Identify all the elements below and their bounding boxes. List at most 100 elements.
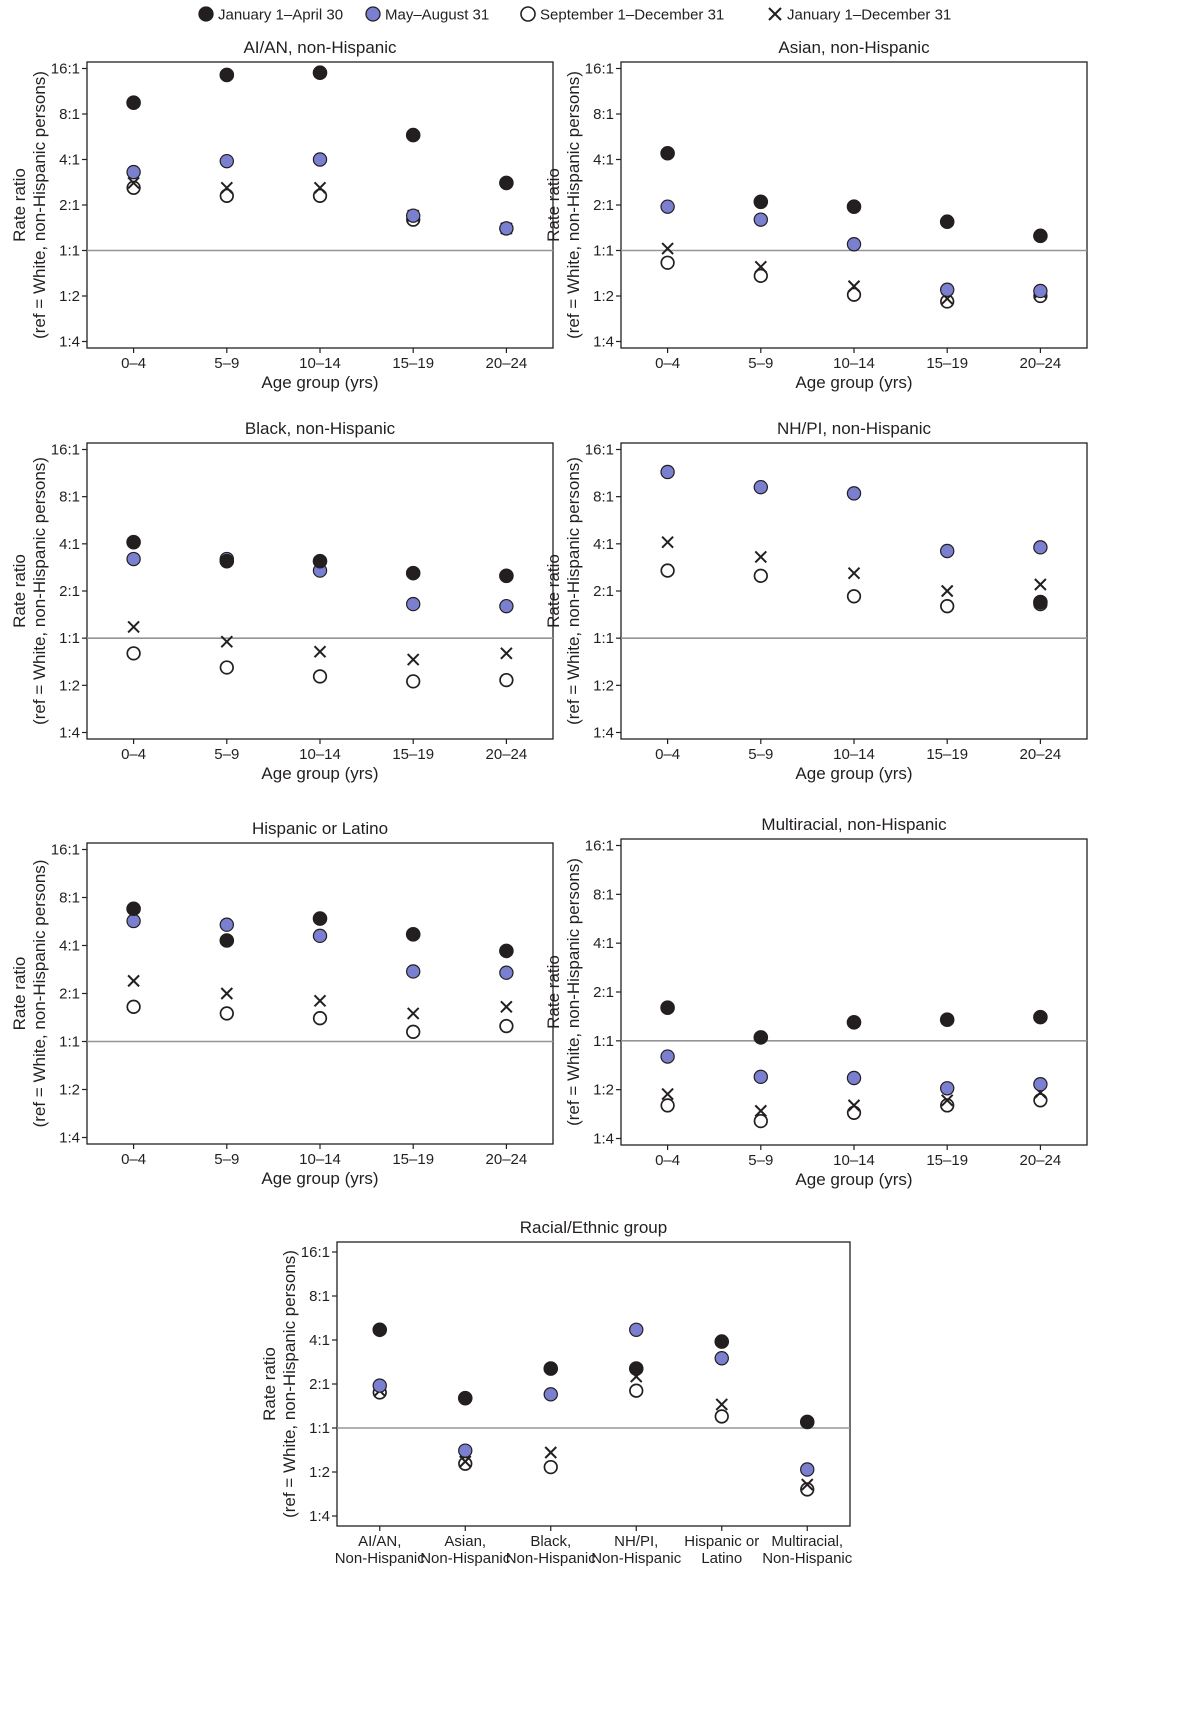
chart-title: Black, non-Hispanic — [245, 419, 396, 438]
y-axis-label: Rate ratio(ref = White, non-Hispanic per… — [10, 457, 49, 725]
x-tick-label-line: 20–24 — [486, 746, 528, 763]
x-marker-stroke — [715, 1398, 728, 1411]
data-point-sep-dec — [940, 1098, 955, 1113]
x-tick-label: 10–14 — [833, 1152, 875, 1169]
x-tick-label: 15–19 — [392, 746, 434, 763]
x-tick-label: 5–9 — [748, 355, 773, 372]
data-point-sep-dec — [406, 1024, 421, 1039]
y-tick-label: 4:1 — [59, 938, 80, 955]
data-point-may-aug — [714, 1351, 729, 1366]
legend-jan-apr-label: January 1–April 30 — [218, 7, 343, 24]
y-tick-label: 1:4 — [593, 334, 614, 351]
data-point-sep-dec — [543, 1459, 558, 1475]
x-tick-label-line: 5–9 — [214, 1151, 239, 1168]
y-tick-label: 1:2 — [593, 288, 614, 305]
data-point-full-year — [801, 1478, 814, 1491]
data-point-may-aug — [219, 917, 234, 932]
data-point-sep-dec — [126, 646, 141, 661]
x-tick-label-line: 15–19 — [392, 355, 434, 372]
data-point-full-year — [313, 994, 327, 1008]
data-point-sep-dec — [846, 287, 862, 302]
x-marker-stroke — [754, 1104, 768, 1118]
x-tick-label-line: 0–4 — [121, 746, 146, 763]
data-point-jan-apr — [660, 145, 675, 161]
x-marker-stroke — [220, 987, 234, 1000]
y-axis-label: Rate ratio(ref = White, non-Hispanic per… — [10, 860, 49, 1128]
data-point-may-aug — [458, 1443, 473, 1458]
y-tick-label: 1:2 — [59, 1082, 80, 1099]
x-tick-label-line: Non-Hispanic — [335, 1550, 426, 1567]
data-point-sep-dec — [219, 1006, 234, 1021]
data-point-may-aug — [846, 237, 862, 252]
x-tick-label: 5–9 — [748, 746, 773, 763]
y-tick-label: 4:1 — [59, 536, 80, 553]
data-point-sep-dec — [126, 999, 141, 1014]
data-point-sep-dec — [753, 268, 768, 283]
data-point-may-aug — [219, 153, 234, 169]
panel-multiracial: Multiracial, non-Hispanic 16:1 8:1 4:1 2:1 1:… — [534, 799, 1095, 1231]
y-tick-label: 8:1 — [593, 106, 614, 123]
x-tick-label-line: 20–24 — [486, 1151, 528, 1168]
x-tick-label: 15–19 — [392, 355, 434, 372]
x-marker-stroke — [940, 584, 954, 598]
x-tick-label-line: AI/AN, — [358, 1533, 401, 1550]
legend: January 1–April 30 May–August 31 Septemb… — [0, 0, 1200, 28]
y-tick-label: 8:1 — [59, 489, 80, 506]
y-tick-label: 2:1 — [59, 197, 80, 214]
x-tick-label: 20–24 — [1020, 1152, 1062, 1169]
y-tick-label: 1:4 — [593, 1131, 614, 1148]
chart-asian: Asian, non-Hispanic 16:1 8:1 4:1 2:1 1:1 1:2 1:… — [544, 38, 1088, 392]
legend-jan-apr-marker — [198, 6, 214, 22]
data-point-jan-apr — [405, 565, 421, 581]
chart-title: Racial/Ethnic group — [520, 1218, 667, 1237]
data-point-full-year — [940, 1094, 954, 1107]
y-tick-label: 4:1 — [309, 1332, 330, 1349]
x-tick-label: 20–24 — [1020, 746, 1062, 763]
data-point-sep-dec — [312, 188, 328, 203]
x-tick-label: 5–9 — [214, 355, 239, 372]
chart-title: Multiracial, non-Hispanic — [761, 815, 947, 834]
y-tick-label: 1:4 — [59, 1130, 80, 1147]
y-tick-label: 16:1 — [585, 838, 614, 855]
y-axis-label-line: Rate ratio — [10, 168, 29, 242]
panel-asian: Asian, non-Hispanic 16:1 8:1 4:1 2:1 1:1 1:2 1:… — [534, 22, 1095, 434]
y-tick-label: 1:2 — [309, 1464, 330, 1481]
y-tick-label: 4:1 — [593, 935, 614, 952]
x-tick-label: 10–14 — [299, 746, 341, 763]
data-point-full-year — [754, 550, 768, 564]
x-axis-label: Age group (yrs) — [795, 373, 912, 392]
x-tick-label-line: 10–14 — [299, 355, 341, 372]
x-tick-label-line: 0–4 — [655, 355, 680, 372]
data-point-jan-apr — [714, 1334, 730, 1349]
data-point-may-aug — [406, 596, 421, 612]
data-point-full-year — [544, 1446, 557, 1459]
y-tick-label: 1:1 — [593, 1033, 614, 1050]
y-tick-label: 1:4 — [309, 1508, 330, 1525]
x-marker-stroke — [754, 550, 768, 564]
data-point-sep-dec — [219, 660, 234, 675]
data-point-full-year — [406, 1007, 420, 1020]
data-point-jan-apr — [499, 943, 514, 959]
x-tick-label-line: 20–24 — [1020, 746, 1062, 763]
data-point-full-year — [127, 176, 140, 190]
y-tick-label: 16:1 — [51, 842, 80, 859]
y-tick-label: 1:1 — [309, 1420, 330, 1437]
data-point-sep-dec — [660, 563, 675, 578]
x-tick-label: 0–4 — [655, 355, 680, 372]
data-point-may-aug — [499, 965, 514, 980]
chart-title: Asian, non-Hispanic — [778, 38, 930, 57]
data-point-may-aug — [753, 1069, 768, 1085]
plot-frame — [86, 61, 554, 349]
y-tick-label: 4:1 — [593, 536, 614, 553]
data-point-full-year — [1034, 578, 1047, 591]
x-marker-stroke — [847, 1099, 861, 1112]
x-tick-label-line: 10–14 — [299, 746, 341, 763]
y-tick-label: 1:1 — [593, 630, 614, 647]
data-point-jan-apr — [312, 553, 328, 569]
x-marker-stroke — [801, 1478, 814, 1491]
x-marker-stroke — [1034, 578, 1047, 591]
chart-hispanic: Hispanic or Latino 16:1 8:1 4:1 2:1 1:1 1:2 1:4… — [10, 819, 554, 1188]
y-tick-label: 1:1 — [59, 1034, 80, 1051]
data-point-sep-dec — [499, 1018, 514, 1034]
x-tick-label-line: 0–4 — [655, 1152, 680, 1169]
